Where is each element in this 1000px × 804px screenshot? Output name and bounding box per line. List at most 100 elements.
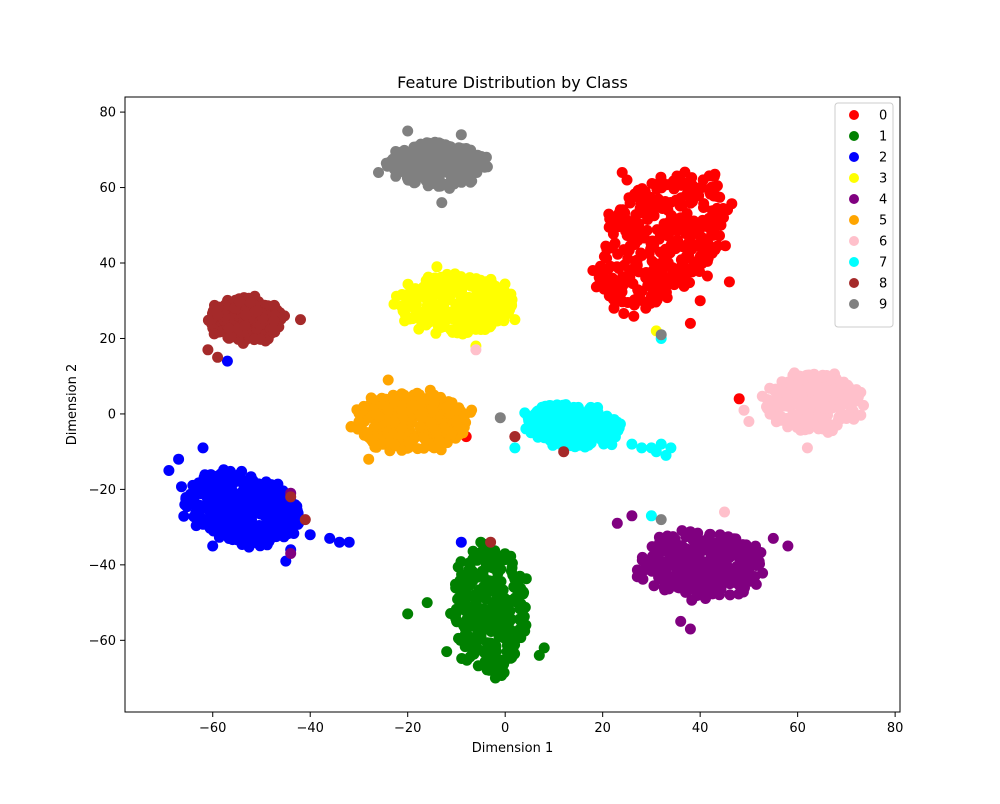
- data-point: [255, 333, 266, 345]
- data-point: [465, 406, 477, 418]
- legend-marker: [849, 236, 859, 246]
- data-point: [421, 597, 433, 609]
- data-point: [626, 438, 638, 450]
- data-point: [675, 615, 687, 627]
- data-point: [608, 302, 620, 314]
- y-tick-label: 80: [99, 106, 116, 121]
- data-point: [467, 647, 479, 659]
- data-point: [463, 621, 474, 633]
- data-point: [622, 297, 634, 308]
- data-point: [675, 212, 687, 224]
- data-point: [675, 192, 687, 204]
- legend-marker: [849, 215, 859, 225]
- data-point: [512, 578, 524, 590]
- data-point: [448, 313, 460, 325]
- data-point: [626, 510, 638, 522]
- data-point: [693, 182, 705, 194]
- data-point: [191, 481, 203, 493]
- data-point: [456, 176, 467, 188]
- data-point: [665, 442, 677, 454]
- data-point: [506, 631, 518, 643]
- data-point: [639, 207, 651, 219]
- data-point: [208, 525, 219, 537]
- data-point: [402, 278, 414, 290]
- data-point: [820, 402, 832, 414]
- data-point: [832, 415, 844, 427]
- data-point: [465, 280, 477, 292]
- data-point: [208, 328, 220, 340]
- data-point: [487, 618, 499, 630]
- data-point: [251, 537, 263, 549]
- data-point: [382, 374, 394, 386]
- data-point: [382, 404, 394, 416]
- legend-item: 2: [849, 151, 887, 166]
- data-point: [411, 306, 423, 318]
- data-point: [197, 442, 209, 454]
- data-point: [505, 288, 517, 300]
- data-point: [738, 404, 750, 416]
- data-point: [163, 465, 175, 476]
- data-point: [764, 382, 776, 394]
- data-point: [434, 180, 446, 192]
- data-point: [733, 393, 745, 405]
- data-point: [663, 583, 675, 595]
- data-point: [663, 540, 675, 552]
- data-point: [633, 286, 645, 298]
- data-point: [284, 502, 296, 514]
- data-point: [463, 630, 474, 642]
- legend-marker: [849, 299, 859, 309]
- data-point: [717, 554, 729, 566]
- legend-item: 1: [849, 130, 887, 145]
- data-point: [595, 430, 607, 442]
- data-point: [743, 416, 755, 427]
- data-point: [619, 216, 631, 228]
- y-tick-label: 0: [108, 407, 116, 422]
- legend-item: 0: [849, 109, 887, 124]
- data-point: [707, 546, 719, 558]
- data-point: [855, 409, 867, 421]
- data-point: [569, 440, 581, 452]
- x-axis-title: Dimension 1: [472, 741, 554, 756]
- data-point: [450, 404, 462, 416]
- legend-marker: [849, 257, 859, 267]
- data-point: [648, 210, 660, 222]
- data-point: [487, 598, 499, 610]
- data-point: [834, 403, 846, 415]
- data-point: [441, 268, 453, 280]
- data-point: [463, 153, 475, 165]
- data-point: [787, 413, 799, 425]
- data-point: [388, 416, 400, 428]
- data-point: [365, 392, 377, 404]
- data-point: [686, 532, 697, 544]
- series-8: [202, 290, 570, 548]
- data-point: [463, 590, 474, 602]
- legend-item: 3: [849, 172, 887, 187]
- data-point: [485, 544, 497, 556]
- data-point: [794, 400, 806, 412]
- data-point: [427, 404, 439, 416]
- data-point: [485, 652, 497, 664]
- data-point: [396, 289, 408, 300]
- data-point: [488, 301, 500, 313]
- data-point: [698, 198, 710, 210]
- data-point: [448, 275, 460, 287]
- data-point: [264, 488, 276, 500]
- data-point: [261, 533, 273, 545]
- data-point: [388, 439, 400, 451]
- legend-item: 7: [849, 256, 887, 271]
- data-point: [818, 413, 830, 425]
- data-point: [432, 320, 444, 332]
- data-point: [230, 491, 242, 503]
- data-point: [643, 191, 655, 203]
- data-point: [646, 541, 658, 553]
- data-point: [514, 599, 526, 611]
- data-point: [779, 387, 791, 399]
- data-point: [285, 548, 297, 559]
- data-point: [624, 272, 636, 284]
- data-point: [461, 293, 473, 305]
- data-point: [395, 430, 407, 442]
- data-point: [403, 436, 415, 448]
- data-point: [381, 160, 393, 172]
- data-point: [709, 562, 721, 574]
- data-point: [601, 410, 613, 422]
